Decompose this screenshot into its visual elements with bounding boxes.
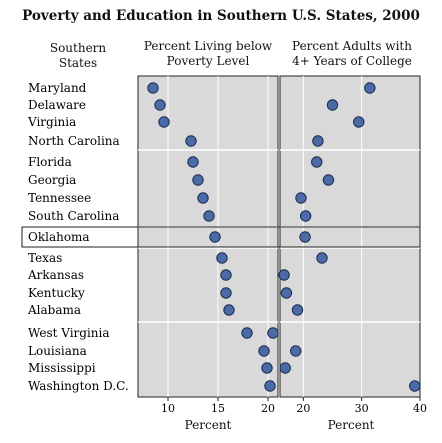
poverty-x-axis-label: Percent <box>184 418 232 432</box>
highlight-row-box <box>21 226 421 248</box>
poverty-panel-header: Percent Living below Poverty Level <box>138 39 278 69</box>
college-dot-tennessee <box>295 192 307 204</box>
state-label-maryland: Maryland <box>28 81 87 95</box>
state-label-louisiana: Louisiana <box>28 344 87 358</box>
poverty-dot-kentucky <box>220 287 232 299</box>
poverty-x-tick-label: 15 <box>211 402 225 415</box>
poverty-panel <box>137 75 279 398</box>
state-label-kentucky: Kentucky <box>28 286 85 300</box>
states-header-line1: Southern <box>49 41 107 55</box>
poverty-dot-texas <box>216 252 228 264</box>
college-x-axis-label: Percent <box>327 418 375 432</box>
chart-title: Poverty and Education in Southern U.S. S… <box>22 8 420 24</box>
college-dot-maryland <box>364 82 376 94</box>
college-dot-arkansas <box>278 269 290 281</box>
poverty-dot-mississippi <box>261 362 273 374</box>
poverty-dot-maryland <box>147 82 159 94</box>
poverty-dot-tennessee <box>197 192 209 204</box>
poverty-dot-arkansas <box>220 269 232 281</box>
college-x-tick-label: 40 <box>413 402 427 415</box>
college-panel-header: Percent Adults with 4+ Years of College <box>282 39 422 69</box>
college-dot-georgia <box>322 174 335 186</box>
state-label-texas: Texas <box>28 251 62 265</box>
poverty-dot-georgia <box>192 174 204 186</box>
states-header-line2: States <box>58 56 98 70</box>
state-label-florida: Florida <box>28 155 72 169</box>
poverty-x-tick-label: 20 <box>261 402 275 415</box>
college-x-tick-label: 30 <box>355 402 369 415</box>
college-dot-texas <box>316 252 328 264</box>
poverty-dot-washington-d-c- <box>264 380 276 392</box>
college-dot-delaware <box>326 99 339 111</box>
college-dot-mississippi <box>279 362 291 374</box>
state-label-oklahoma: Oklahoma <box>28 230 90 244</box>
college-header-line2: 4+ Years of College <box>292 54 412 68</box>
state-label-south-carolina: South Carolina <box>28 209 119 223</box>
poverty-dot-oklahoma <box>209 231 221 243</box>
college-dot-north-carolina <box>312 135 324 147</box>
college-dot-west-virginia <box>267 327 279 339</box>
state-label-alabama: Alabama <box>27 303 81 317</box>
college-dot-oklahoma <box>299 231 311 243</box>
state-label-mississippi: Mississippi <box>28 361 96 375</box>
state-label-virginia: Virginia <box>27 115 76 129</box>
college-dot-florida <box>311 156 323 168</box>
state-label-delaware: Delaware <box>28 98 86 112</box>
college-x-tick-label: 20 <box>296 402 310 415</box>
poverty-dot-virginia <box>158 116 170 128</box>
state-label-west-virginia: West Virginia <box>28 326 110 340</box>
state-label-washington-d-c-: Washington D.C. <box>28 379 129 393</box>
poverty-dot-florida <box>187 156 199 168</box>
college-dot-louisiana <box>290 345 302 357</box>
poverty-dot-alabama <box>223 304 235 316</box>
state-label-north-carolina: North Carolina <box>28 134 120 148</box>
state-label-arkansas: Arkansas <box>27 268 84 282</box>
college-dot-alabama <box>291 304 304 316</box>
poverty-header-line2: Poverty Level <box>166 54 250 68</box>
college-dot-kentucky <box>280 287 293 299</box>
poverty-dot-south-carolina <box>203 210 215 222</box>
college-header-line1: Percent Adults with <box>292 39 412 53</box>
poverty-dot-west-virginia <box>241 327 253 339</box>
poverty-dot-delaware <box>154 99 166 111</box>
states-header: Southern States <box>22 41 134 71</box>
poverty-dot-north-carolina <box>185 135 197 147</box>
college-dot-washington-d-c- <box>409 380 421 392</box>
poverty-dot-louisiana <box>258 345 270 357</box>
poverty-header-line1: Percent Living below <box>143 39 273 53</box>
state-label-georgia: Georgia <box>28 173 76 187</box>
college-dot-virginia <box>353 116 365 128</box>
college-dot-south-carolina <box>299 210 312 222</box>
state-label-tennessee: Tennessee <box>28 191 91 205</box>
poverty-x-tick-label: 10 <box>161 402 175 415</box>
